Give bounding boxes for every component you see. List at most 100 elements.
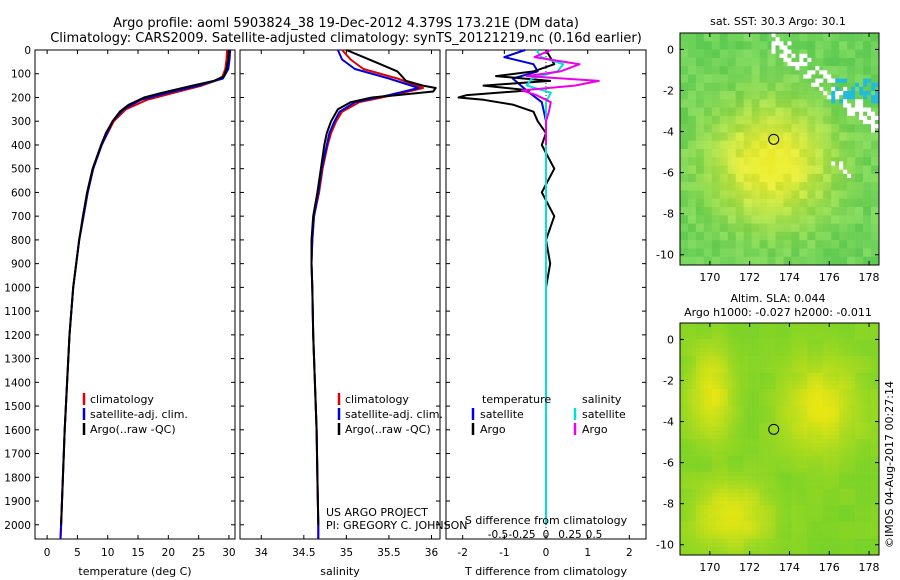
map-cell bbox=[695, 66, 701, 71]
map-cell bbox=[691, 107, 697, 113]
map-cell bbox=[735, 124, 740, 129]
map-cell bbox=[783, 107, 788, 113]
map-cell bbox=[687, 66, 693, 71]
map-cell bbox=[703, 327, 709, 332]
map-cell bbox=[755, 211, 760, 216]
legend-label: Argo(..raw -QC) bbox=[90, 423, 176, 436]
map-cell bbox=[715, 49, 721, 55]
map-cell bbox=[711, 169, 717, 175]
map-cell bbox=[691, 74, 697, 79]
map-cell bbox=[859, 248, 864, 253]
map-cell bbox=[723, 99, 729, 104]
map-cell bbox=[807, 198, 812, 204]
map-cell bbox=[735, 74, 740, 79]
legend-label: Argo bbox=[480, 423, 506, 436]
map-cell bbox=[695, 430, 701, 436]
map-cell bbox=[707, 248, 713, 253]
map-cell bbox=[823, 153, 828, 158]
map-cell bbox=[719, 74, 725, 79]
map-cell bbox=[723, 169, 729, 175]
map-cell bbox=[691, 153, 697, 158]
map-cell bbox=[783, 343, 788, 349]
x-tick-label: 0 bbox=[543, 547, 550, 559]
map-cell bbox=[739, 472, 744, 477]
map-cell bbox=[767, 327, 772, 332]
map-cell bbox=[799, 422, 804, 427]
map-cell bbox=[771, 95, 776, 100]
map-cell bbox=[787, 140, 792, 146]
map-cell bbox=[875, 186, 880, 191]
map-cell bbox=[823, 182, 828, 187]
map-cell bbox=[803, 74, 808, 79]
map-cell bbox=[723, 231, 729, 237]
map-cell bbox=[767, 521, 772, 527]
map-cell bbox=[763, 240, 768, 245]
map-cell bbox=[763, 99, 768, 104]
map-cell bbox=[719, 91, 725, 96]
map-cell bbox=[763, 252, 768, 258]
map-cell bbox=[687, 447, 693, 452]
map-cell bbox=[687, 161, 693, 166]
map-cell bbox=[875, 86, 880, 92]
map-cell bbox=[707, 418, 713, 423]
map-cell bbox=[695, 99, 701, 104]
map-cell bbox=[791, 74, 796, 79]
map-cell bbox=[803, 107, 808, 113]
map-cell bbox=[775, 372, 780, 378]
map-cell bbox=[763, 368, 768, 374]
map-cell bbox=[799, 372, 804, 378]
map-cell bbox=[775, 550, 780, 556]
map-cell bbox=[811, 509, 816, 514]
map-cell bbox=[723, 447, 729, 452]
map-cell bbox=[831, 248, 836, 253]
map-cell bbox=[719, 111, 725, 117]
map-cell bbox=[795, 418, 800, 423]
map-cell bbox=[859, 57, 864, 63]
map-cell bbox=[711, 190, 717, 195]
map-cell bbox=[759, 401, 764, 407]
lat-tick-label: -8 bbox=[663, 208, 674, 221]
map-cell bbox=[803, 178, 808, 183]
map-cell bbox=[843, 95, 848, 100]
map-cell bbox=[779, 115, 784, 121]
s-tick-label: 0 bbox=[543, 529, 550, 541]
map-cell bbox=[751, 352, 756, 357]
map-cell bbox=[867, 144, 872, 150]
map-cell bbox=[799, 49, 804, 55]
map-cell bbox=[799, 484, 804, 490]
map-cell bbox=[703, 430, 709, 436]
map-cell bbox=[739, 339, 744, 345]
map-cell bbox=[703, 140, 709, 146]
map-cell bbox=[771, 426, 776, 432]
map-cell bbox=[847, 62, 852, 67]
map-cell bbox=[771, 331, 776, 336]
map-cell bbox=[739, 389, 744, 394]
map-cell bbox=[867, 223, 872, 229]
map-cell bbox=[691, 66, 697, 71]
map-cell bbox=[719, 161, 725, 166]
map-cell bbox=[723, 434, 729, 440]
map-cell bbox=[691, 323, 697, 328]
map-cell bbox=[855, 219, 860, 224]
map-cell bbox=[711, 360, 717, 365]
map-cell bbox=[691, 86, 697, 92]
map-cell bbox=[783, 488, 788, 494]
map-cell bbox=[735, 86, 740, 92]
map-cell bbox=[875, 45, 880, 50]
map-cell bbox=[855, 161, 860, 166]
map-cell bbox=[791, 343, 796, 349]
map-cell bbox=[863, 223, 868, 229]
map-cell bbox=[863, 161, 868, 166]
map-cell bbox=[791, 405, 796, 411]
map-cell bbox=[811, 530, 816, 535]
map-cell bbox=[723, 509, 729, 514]
map-cell bbox=[719, 385, 725, 390]
map-cell bbox=[787, 497, 792, 502]
map-cell bbox=[735, 410, 740, 415]
map-cell bbox=[683, 49, 689, 55]
map-cell bbox=[771, 227, 776, 233]
map-cell bbox=[859, 45, 864, 50]
map-cell bbox=[775, 103, 780, 108]
map-cell bbox=[731, 327, 737, 332]
map-cell bbox=[863, 41, 868, 46]
